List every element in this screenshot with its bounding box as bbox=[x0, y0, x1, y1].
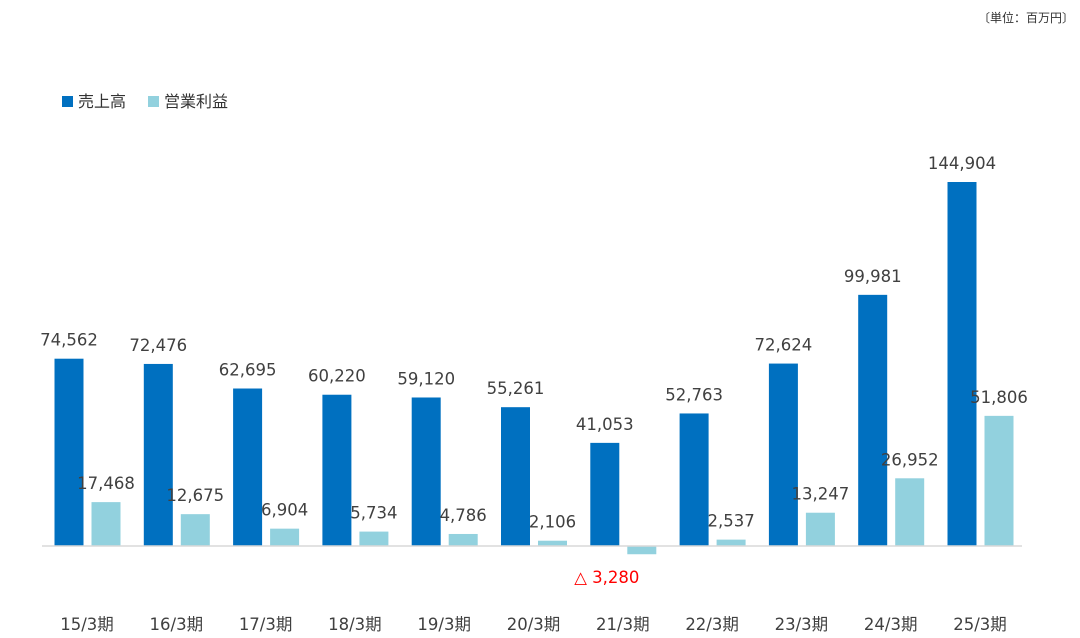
bar-profit bbox=[359, 531, 389, 546]
bar-sales bbox=[54, 358, 84, 546]
value-label-profit: 6,904 bbox=[261, 501, 308, 520]
value-label-profit: 26,952 bbox=[881, 450, 939, 469]
value-label-profit: 17,468 bbox=[77, 474, 135, 493]
legend-label-profit: 営業利益 bbox=[164, 92, 228, 111]
bar-sales bbox=[947, 182, 977, 546]
value-label-profit: 5,734 bbox=[350, 504, 397, 523]
bar-profit bbox=[270, 528, 300, 546]
bar-profit bbox=[180, 514, 210, 546]
value-label-profit: 2,106 bbox=[529, 513, 576, 532]
value-label-profit-negative: △ 3,280 bbox=[574, 568, 639, 587]
x-tick-label: 22/3期 bbox=[685, 615, 739, 634]
bar-sales bbox=[679, 413, 709, 546]
value-label-sales: 99,981 bbox=[844, 267, 902, 286]
x-tick-label: 21/3期 bbox=[596, 615, 650, 634]
value-label-sales: 72,624 bbox=[755, 336, 813, 355]
value-label-sales: 52,763 bbox=[665, 385, 723, 404]
legend: 売上高 営業利益 bbox=[62, 92, 228, 111]
x-tick-label: 23/3期 bbox=[775, 615, 829, 634]
bar-sales bbox=[858, 294, 888, 546]
legend-label-sales: 売上高 bbox=[78, 92, 126, 111]
x-tick-label: 17/3期 bbox=[239, 615, 293, 634]
x-tick-label: 20/3期 bbox=[507, 615, 561, 634]
x-tick-label: 24/3期 bbox=[864, 615, 918, 634]
value-label-sales: 62,695 bbox=[219, 361, 277, 380]
x-tick-label: 25/3期 bbox=[953, 615, 1007, 634]
value-label-profit: 2,537 bbox=[707, 512, 754, 531]
value-label-sales: 41,053 bbox=[576, 415, 634, 434]
bar-profit bbox=[984, 415, 1014, 546]
bar-sales bbox=[322, 394, 352, 546]
bar-profit bbox=[716, 539, 746, 546]
bar-sales bbox=[233, 388, 263, 546]
bar-profit bbox=[91, 502, 121, 546]
bar-sales bbox=[590, 442, 620, 546]
value-label-sales: 55,261 bbox=[487, 379, 545, 398]
bar-sales bbox=[501, 407, 530, 546]
value-label-profit: 13,247 bbox=[792, 485, 850, 504]
bar-profit bbox=[448, 533, 478, 546]
value-label-profit: 4,786 bbox=[440, 506, 487, 525]
bar-sales bbox=[768, 363, 798, 546]
value-label-profit: 12,675 bbox=[166, 486, 224, 505]
value-label-sales: 59,120 bbox=[397, 369, 455, 388]
bar-sales bbox=[143, 363, 173, 546]
bar-sales bbox=[411, 397, 441, 546]
x-tick-label: 16/3期 bbox=[150, 615, 204, 634]
bar-profit-negative bbox=[627, 546, 657, 555]
value-label-sales: 60,220 bbox=[308, 367, 366, 386]
legend-swatch-profit bbox=[148, 96, 159, 107]
value-label-profit: 51,806 bbox=[970, 388, 1028, 407]
x-tick-label: 15/3期 bbox=[60, 615, 114, 634]
bar-profit bbox=[805, 512, 835, 546]
value-label-sales: 144,904 bbox=[928, 154, 996, 173]
x-tick-label: 18/3期 bbox=[328, 615, 382, 634]
plot-area: 74,562 17,468 15/3期 72,476 12,675 16/3期 62,695… bbox=[40, 154, 1028, 634]
bar-profit bbox=[538, 540, 567, 546]
value-label-sales: 74,562 bbox=[40, 331, 98, 350]
x-tick-label: 19/3期 bbox=[417, 615, 471, 634]
bar-profit bbox=[895, 478, 925, 546]
value-label-sales: 72,476 bbox=[129, 336, 187, 355]
unit-note: 〔単位：百万円〕 bbox=[978, 10, 1074, 25]
legend-swatch-sales bbox=[62, 96, 73, 107]
